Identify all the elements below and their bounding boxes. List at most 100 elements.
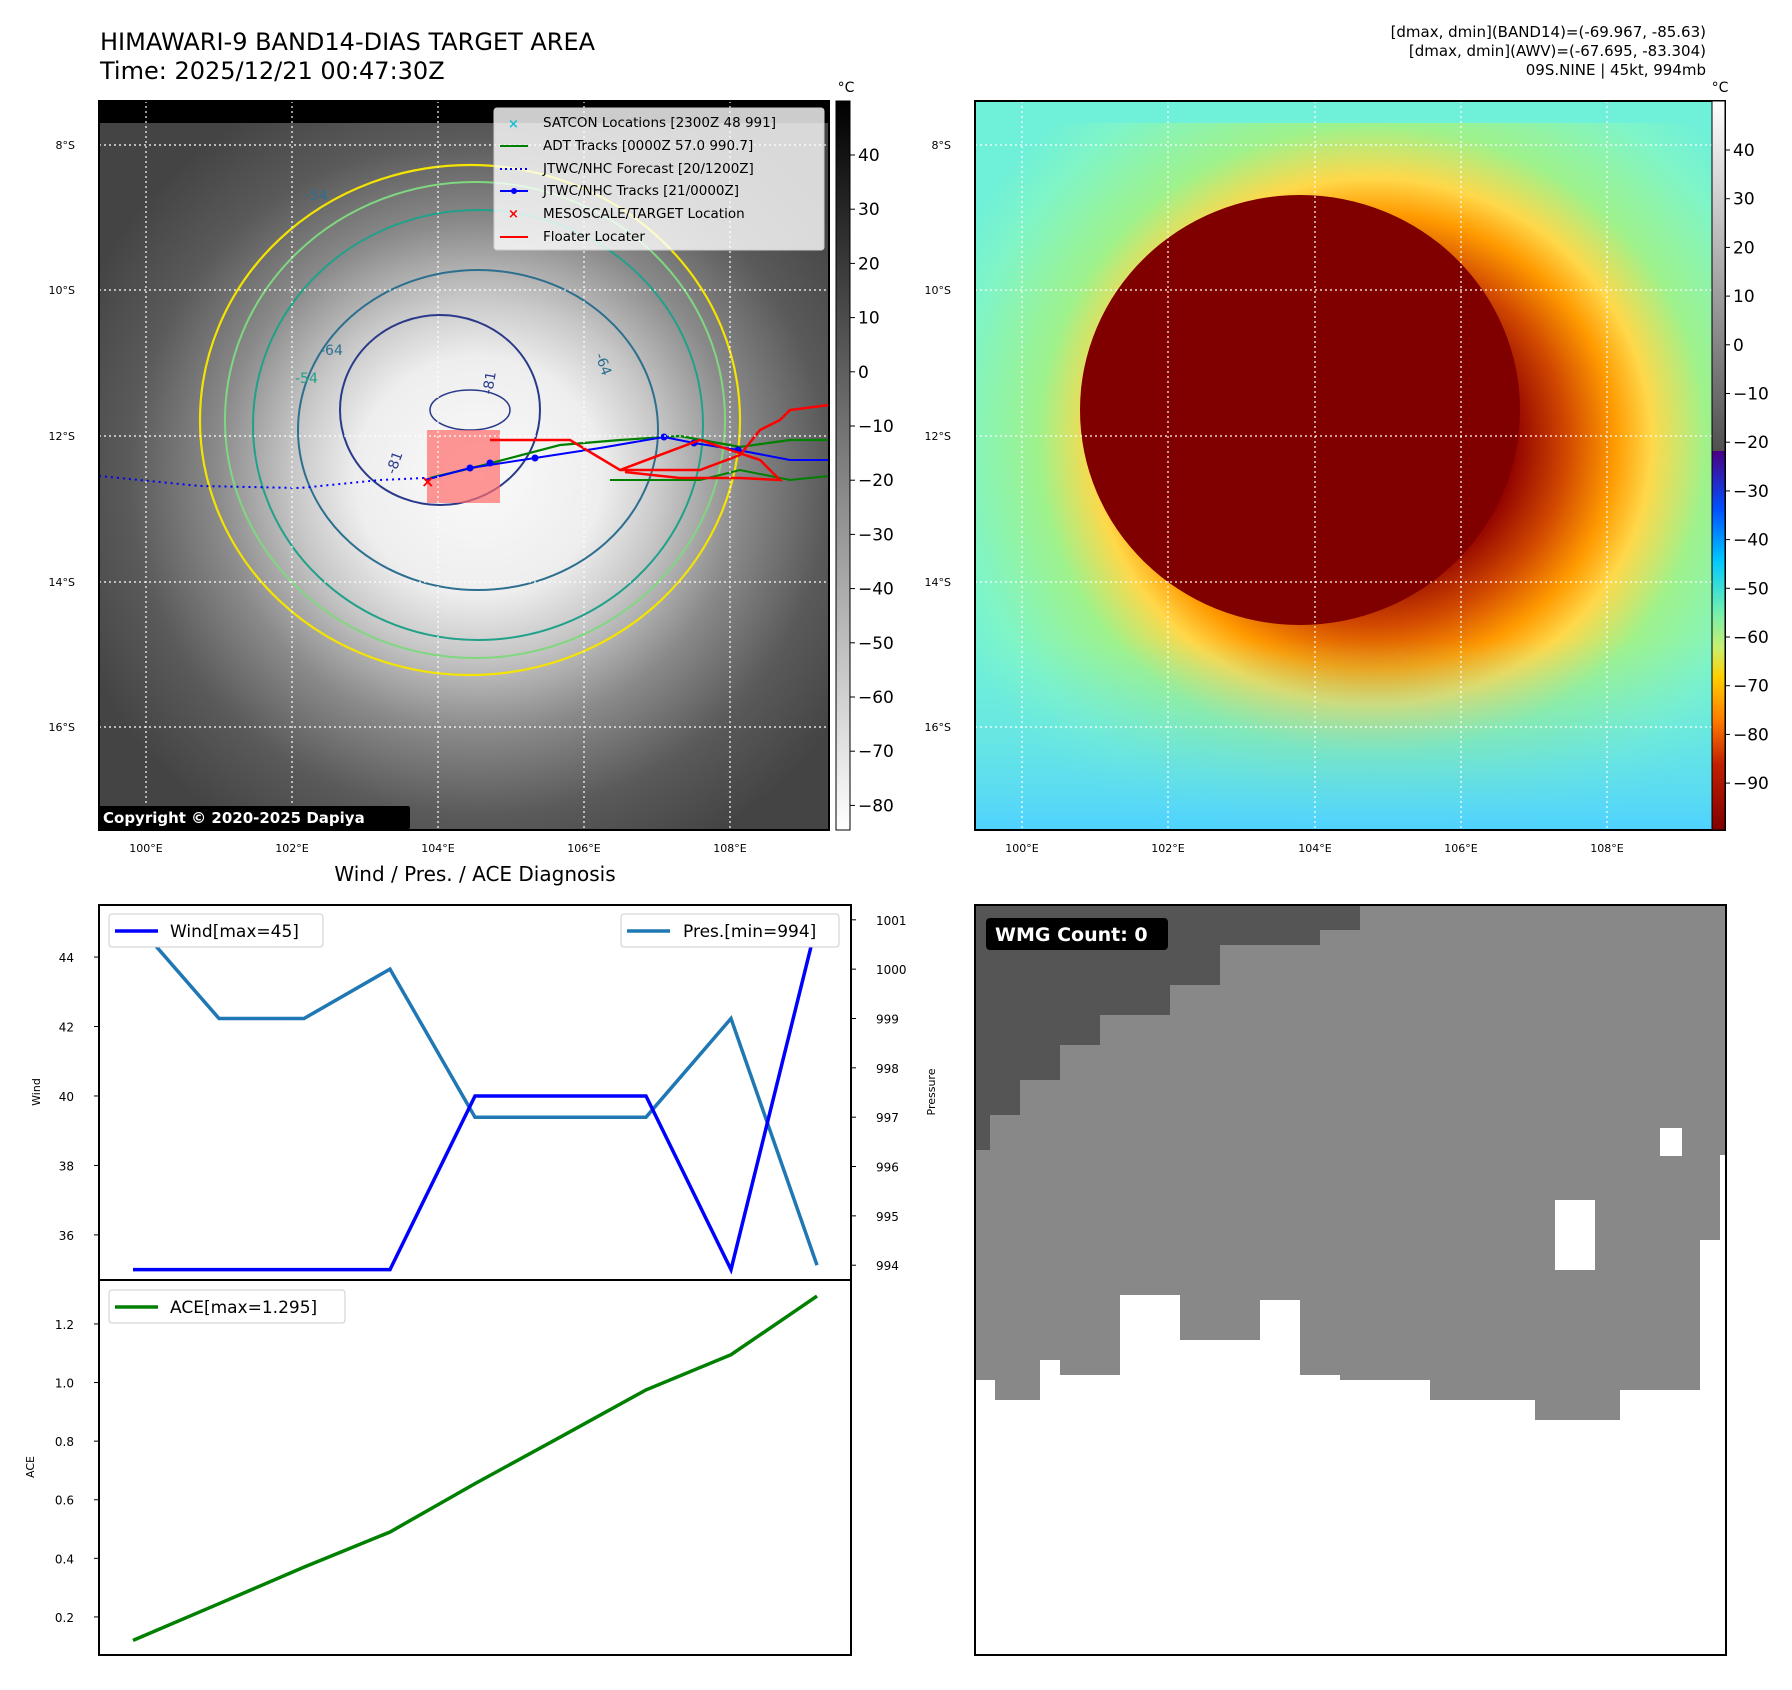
legend-satcon: SATCON Locations [2300Z 48 991] bbox=[543, 115, 776, 131]
target-location-marker: × bbox=[421, 472, 434, 491]
colorbar-unit: °C bbox=[838, 80, 855, 96]
contour-label: -64 bbox=[320, 343, 343, 359]
wind-tick-label: 44 bbox=[59, 951, 74, 965]
wind-tick-label: 42 bbox=[59, 1021, 74, 1035]
ir-color-map bbox=[974, 100, 1726, 831]
target-area-box bbox=[427, 430, 500, 503]
colorbar-tick-label: 0 bbox=[1733, 336, 1744, 356]
colorbar-color bbox=[1711, 100, 1726, 831]
colorbar-unit: °C bbox=[1712, 80, 1729, 96]
adt-track-2 bbox=[610, 468, 829, 482]
floater-locater bbox=[490, 403, 829, 472]
lon-tick-label: 108°E bbox=[713, 842, 746, 855]
wmg-gap bbox=[1555, 1200, 1595, 1270]
colorbar-tick-label: −60 bbox=[1733, 628, 1769, 648]
colorbar-tick-label: −30 bbox=[1733, 482, 1769, 502]
wmg-count-text: WMG Count: 0 bbox=[995, 924, 1148, 946]
contour-label: -54 bbox=[305, 188, 328, 204]
wind-tick-label: 36 bbox=[59, 1229, 74, 1243]
colorbar-tick-label: −40 bbox=[1733, 531, 1769, 551]
lon-tick-label: 102°E bbox=[1151, 842, 1184, 855]
storm-info: 09S.NINE | 45kt, 994mb bbox=[1525, 61, 1706, 79]
ace-axes bbox=[98, 1279, 852, 1656]
colorbar-tick-label: −20 bbox=[1733, 433, 1769, 453]
wind-line bbox=[133, 921, 819, 1275]
ace-legend-box bbox=[108, 1289, 346, 1324]
lat-tick-label: 12°S bbox=[49, 430, 75, 443]
colorbar-tick-label: 20 bbox=[858, 254, 880, 274]
colorbar-tick-label: 20 bbox=[1733, 238, 1755, 258]
colorbar-gray bbox=[835, 100, 851, 831]
pressure-tick-label: 1000 bbox=[876, 963, 907, 977]
colorbar-tick-label: −80 bbox=[858, 796, 894, 816]
colorbar-tick-label: 40 bbox=[1733, 141, 1755, 161]
ace-tick-label: 0.6 bbox=[55, 1494, 74, 1508]
lon-tick-label: 100°E bbox=[1005, 842, 1038, 855]
wind-axes bbox=[98, 904, 852, 1281]
pressure-tick-label: 998 bbox=[876, 1062, 899, 1076]
legend-floater: Floater Locater bbox=[543, 229, 645, 245]
pressure-tick-label: 996 bbox=[876, 1161, 899, 1175]
lon-tick-label: 102°E bbox=[275, 842, 308, 855]
colorbar-tick-label: −30 bbox=[858, 525, 894, 545]
lon-tick-label: 108°E bbox=[1590, 842, 1623, 855]
lat-tick-label: 8°S bbox=[56, 139, 75, 152]
left-colorbar: °C 40 30 20 10 0 −10 −20 −30 −40 −50 −60 −70 −80 bbox=[835, 80, 894, 831]
ace-line bbox=[132, 1294, 818, 1643]
lon-tick-label: 106°E bbox=[567, 842, 600, 855]
lon-tick-label: 106°E bbox=[1444, 842, 1477, 855]
lat-tick-label: 12°S bbox=[925, 430, 951, 443]
colorbar-tick-label: −90 bbox=[1733, 774, 1769, 794]
pressure-legend-box bbox=[620, 913, 840, 948]
colorbar-tick-label: 10 bbox=[858, 309, 880, 329]
lat-tick-label: 16°S bbox=[925, 721, 951, 734]
lon-tick-label: 104°E bbox=[1298, 842, 1331, 855]
legend-adt: ADT Tracks [0000Z 57.0 990.7] bbox=[543, 138, 753, 154]
legend-box bbox=[493, 107, 825, 251]
lon-tick-label: 104°E bbox=[421, 842, 454, 855]
copyright-badge: Copyright © 2020-2025 Dapiya bbox=[99, 806, 410, 829]
pressure-tick-label: 997 bbox=[876, 1111, 899, 1125]
colorbar-tick-label: −80 bbox=[1733, 725, 1769, 745]
lat-tick-label: 14°S bbox=[925, 576, 951, 589]
lat-tick-label: 10°S bbox=[925, 284, 951, 297]
colorbar-tick-label: −40 bbox=[858, 580, 894, 600]
colorbar-tick-label: 30 bbox=[1733, 190, 1755, 210]
copyright-text: Copyright © 2020-2025 Dapiya bbox=[103, 809, 365, 827]
contour-label: -64 bbox=[591, 351, 614, 378]
contour-teal bbox=[252, 209, 704, 641]
ace-tick-label: 0.8 bbox=[55, 1435, 74, 1449]
cold-core bbox=[1080, 195, 1520, 625]
pressure-tick-label: 995 bbox=[876, 1210, 899, 1224]
ace-tick-label: 0.2 bbox=[55, 1611, 74, 1625]
ace-axis-label: ACE bbox=[24, 1456, 37, 1478]
contour-label: -81 bbox=[384, 449, 407, 476]
diagnosis-title: Wind / Pres. / ACE Diagnosis bbox=[334, 862, 615, 886]
contour-navy bbox=[339, 314, 541, 506]
lat-tick-label: 14°S bbox=[49, 576, 75, 589]
pressure-tick-label: 1001 bbox=[876, 914, 907, 928]
right-colorbar: °C 40 30 20 10 0 −10 −20 −30 −40 −50 −60 −70 −80 −90 bbox=[1711, 80, 1769, 831]
colorbar-tick-label: −10 bbox=[1733, 385, 1769, 405]
contour-blue bbox=[297, 269, 659, 591]
wmg-region-gray bbox=[975, 905, 1726, 1420]
colorbar-tick-label: −50 bbox=[1733, 579, 1769, 599]
wind-tick-label: 40 bbox=[59, 1090, 74, 1104]
ace-chart: 0.2 0.4 0.6 0.8 1.0 1.2 ACE ACE[max=1.295] bbox=[24, 1279, 852, 1656]
colorbar-tick-label: 0 bbox=[858, 363, 869, 383]
map-gridlines bbox=[975, 101, 1725, 830]
pressure-tick-label: 999 bbox=[876, 1012, 899, 1026]
colorbar-tick-label: −70 bbox=[858, 742, 894, 762]
wmg-gap bbox=[1660, 1128, 1682, 1156]
target-marker-icon: × bbox=[508, 207, 519, 222]
wmg-panel: WMG Count: 0 bbox=[974, 904, 1727, 1656]
wind-axis-label: Wind bbox=[30, 1078, 43, 1106]
tracks-dot-icon bbox=[511, 188, 517, 194]
contour-lightgreen bbox=[224, 181, 726, 659]
figure-title: HIMAWARI-9 BAND14-DIAS TARGET AREA bbox=[100, 28, 596, 56]
satcon-marker-icon: × bbox=[508, 117, 519, 132]
stats-band14: [dmax, dmin](BAND14)=(-69.967, -85.63) bbox=[1390, 23, 1706, 41]
contour-yellow bbox=[198, 163, 742, 677]
wind-legend-box bbox=[108, 913, 324, 948]
